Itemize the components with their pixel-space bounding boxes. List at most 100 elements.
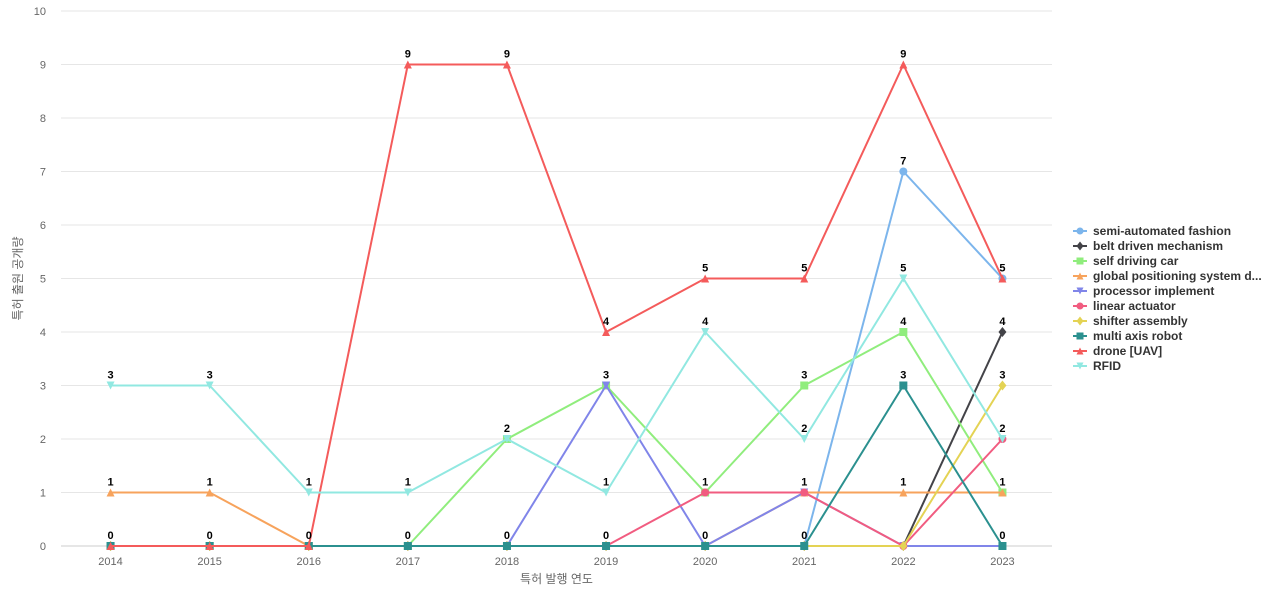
data-point[interactable] [403, 60, 412, 69]
data-point[interactable] [998, 380, 1007, 391]
series-8 [106, 60, 1007, 550]
data-point[interactable] [701, 274, 710, 283]
y-tick-label: 4 [40, 327, 46, 339]
data-label: 5 [900, 263, 906, 275]
data-point[interactable] [304, 542, 313, 550]
x-tick-label: 2016 [297, 556, 321, 568]
data-point[interactable] [899, 274, 908, 283]
data-point[interactable] [304, 488, 313, 497]
data-point[interactable] [205, 381, 214, 390]
legend-label: self driving car [1093, 254, 1179, 268]
y-tick-label: 3 [40, 381, 46, 393]
x-tick-label: 2015 [197, 556, 221, 568]
legend-marker [1076, 227, 1084, 235]
x-tick-label: 2017 [396, 556, 420, 568]
legend-item[interactable]: self driving car [1073, 254, 1179, 268]
data-point[interactable] [800, 488, 809, 497]
data-label: 1 [801, 477, 807, 489]
x-tick-label: 2023 [990, 556, 1014, 568]
data-point[interactable] [205, 488, 214, 497]
data-point[interactable] [998, 435, 1007, 443]
legend-marker [1076, 241, 1084, 251]
data-point[interactable] [899, 60, 908, 69]
data-point[interactable] [205, 542, 214, 550]
y-tick-label: 9 [40, 60, 46, 72]
data-point[interactable] [403, 488, 412, 497]
y-tick-label: 10 [34, 6, 46, 18]
data-point[interactable] [602, 542, 611, 550]
y-tick-label: 1 [40, 488, 46, 500]
y-tick-label: 2 [40, 434, 46, 446]
legend-label: shifter assembly [1093, 314, 1188, 328]
data-point[interactable] [602, 381, 611, 390]
legend-item[interactable]: global positioning system d... [1073, 269, 1262, 283]
legend-label: multi axis robot [1093, 329, 1182, 343]
data-point[interactable] [701, 488, 710, 497]
data-point[interactable] [899, 541, 908, 551]
legend-item[interactable]: drone [UAV] [1073, 344, 1162, 358]
data-label: 3 [603, 370, 609, 382]
data-label: 4 [702, 316, 709, 328]
legend-item[interactable]: processor implement [1073, 284, 1214, 298]
y-axis-ticks: 0 1 2 3 4 5 6 7 8 9 10 [34, 6, 46, 553]
data-point[interactable] [800, 274, 809, 283]
data-label: 1 [306, 477, 312, 489]
data-point[interactable] [899, 167, 908, 176]
series-line[interactable] [110, 63, 1004, 547]
series-line[interactable] [110, 277, 1004, 494]
legend-label: linear actuator [1093, 299, 1176, 313]
y-tick-label: 5 [40, 274, 46, 286]
data-point[interactable] [701, 328, 710, 336]
grid-lines [61, 10, 1052, 547]
data-point[interactable] [899, 328, 908, 336]
legend-item[interactable]: linear actuator [1073, 299, 1176, 313]
data-point[interactable] [899, 488, 908, 497]
x-tick-label: 2018 [495, 556, 519, 568]
series-line[interactable] [110, 170, 1004, 547]
legend-item[interactable]: belt driven mechanism [1073, 239, 1223, 253]
data-point[interactable] [502, 60, 511, 69]
legend-item[interactable]: RFID [1073, 359, 1121, 373]
data-point[interactable] [701, 542, 710, 550]
data-label: 4 [900, 316, 907, 328]
data-point[interactable] [800, 381, 809, 390]
legend-label: belt driven mechanism [1093, 239, 1223, 253]
data-label: 2 [999, 423, 1005, 435]
data-point[interactable] [106, 542, 115, 550]
data-point[interactable] [403, 542, 412, 550]
data-point[interactable] [998, 274, 1007, 283]
data-point[interactable] [998, 488, 1007, 497]
data-point[interactable] [602, 488, 611, 497]
legend-marker [1076, 362, 1084, 370]
data-point[interactable] [800, 435, 809, 443]
x-tick-label: 2021 [792, 556, 816, 568]
data-label: 1 [603, 477, 609, 489]
series-line[interactable] [110, 491, 1003, 547]
data-point[interactable] [998, 542, 1007, 550]
series-3 [106, 488, 1007, 550]
data-label: 0 [999, 530, 1005, 542]
data-label: 3 [107, 370, 113, 382]
data-point[interactable] [502, 542, 511, 550]
data-point[interactable] [800, 542, 809, 550]
data-point[interactable] [602, 328, 611, 336]
legend-item[interactable]: multi axis robot [1073, 329, 1182, 343]
series-layer [106, 60, 1007, 551]
y-tick-label: 0 [40, 541, 46, 553]
data-label: 0 [107, 530, 113, 542]
data-point[interactable] [998, 327, 1007, 337]
data-point[interactable] [899, 381, 908, 390]
legend-marker [1076, 332, 1084, 340]
data-point[interactable] [106, 488, 115, 497]
data-label: 1 [405, 477, 411, 489]
data-point[interactable] [502, 435, 511, 443]
data-label: 5 [999, 263, 1005, 275]
legend-item[interactable]: shifter assembly [1073, 314, 1188, 328]
data-label: 7 [900, 156, 906, 168]
legend-item[interactable]: semi-automated fashion [1073, 224, 1231, 238]
data-label: 1 [900, 477, 906, 489]
data-point[interactable] [106, 381, 115, 390]
legend-label: RFID [1093, 359, 1121, 373]
